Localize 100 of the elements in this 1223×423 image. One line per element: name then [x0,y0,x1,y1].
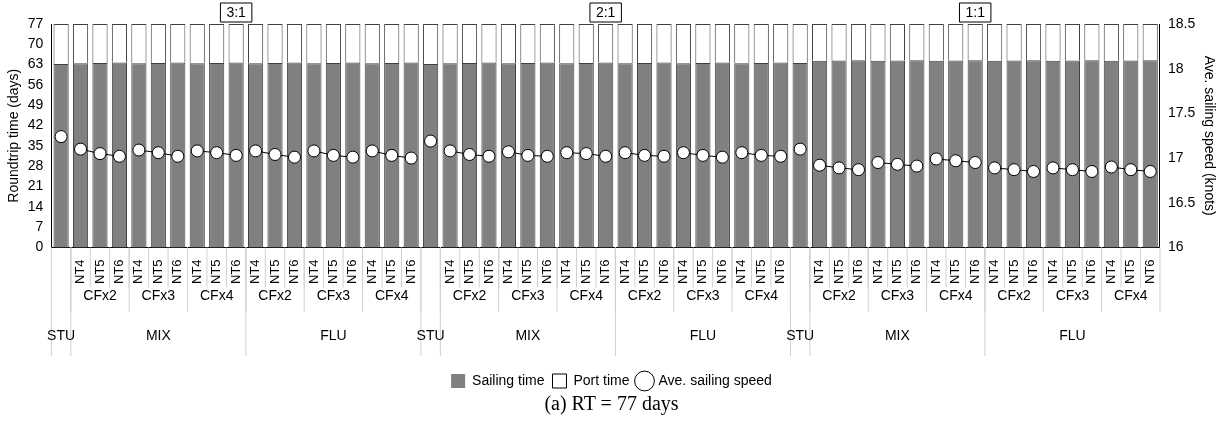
text: CFx2 [258,286,292,303]
x-tick-label: NT5 [752,259,768,284]
x-tick-label: NT6 [402,259,418,284]
legend-label: Port time [573,371,630,388]
point [774,149,788,163]
x-tick-label: NT5 [149,259,165,284]
point [54,130,68,144]
point [1104,160,1118,174]
x-tick-label: NT5 [461,259,477,284]
y2-tick-label: 16.5 [1167,193,1196,210]
text: 2:1 [595,3,616,20]
text: CFx3 [511,286,545,303]
text: CFx4 [744,286,779,303]
y-tick-label: 77 [27,14,44,31]
point [1124,163,1138,177]
point [249,144,263,158]
text: MIX [515,326,541,343]
point [910,159,924,173]
x-tick-label: NT4 [986,259,1002,284]
point [132,143,146,157]
point [501,145,515,159]
text: STU [786,326,815,343]
text: CFx3 [686,286,720,303]
x-tick-label: NT5 [266,259,282,284]
x-tick-label: NT6 [850,259,866,284]
point [813,158,827,172]
x-tick-label: NT6 [966,259,982,284]
point [229,148,243,162]
point [949,154,963,168]
x-tick-label: NT6 [1025,259,1041,284]
text: FLU [320,326,347,343]
x-tick-label: NT5 [947,259,963,284]
x-tick-label: NT6 [344,259,360,284]
text: CFx4 [939,286,973,303]
x-tick-label: NT4 [1044,259,1060,284]
point [482,149,496,163]
point [968,156,982,170]
text: (a) RT = 77 days [543,392,680,415]
point [1027,164,1041,178]
x-tick-label: NT4 [616,259,632,284]
x-tick-label: NT6 [538,259,554,284]
y-tick-label: 7 [35,217,44,234]
x-tick-label: NT5 [519,259,535,284]
x-tick-label: NT5 [577,259,593,284]
point [988,161,1002,175]
point [929,152,943,166]
point [560,146,574,160]
point [852,163,865,177]
x-tick-label: NT6 [655,259,671,284]
y2-tick-label: 18 [1167,59,1184,76]
point [1065,163,1079,177]
x-tick-label: NT4 [305,259,321,284]
x-tick-label: NT4 [811,259,827,284]
y2-tick-label: 16 [1167,238,1184,255]
text: FLU [1059,326,1086,343]
text: CFx2 [822,286,856,303]
point [715,150,729,164]
legend-label: Ave. sailing speed [658,371,772,388]
x-tick-label: NT6 [480,259,496,284]
x-tick-label: NT4 [441,259,457,284]
y-tick-label: 35 [27,136,44,153]
point [657,149,671,163]
y2-tick-label: 18.5 [1167,14,1196,31]
x-tick-label: NT6 [597,259,613,284]
point [365,144,379,158]
y2-tick-label: 17.5 [1167,104,1196,121]
point [871,156,885,170]
point [618,146,632,160]
point [404,151,418,165]
x-tick-label: NT6 [772,259,788,284]
text: STU [47,326,76,343]
y-tick-label: 70 [27,35,44,52]
x-tick-label: NT5 [91,259,107,284]
point [832,161,846,175]
x-tick-label: NT6 [1083,259,1099,284]
point [696,148,710,162]
x-tick-label: NT5 [383,259,399,284]
point [93,147,107,161]
x-tick-label: NT5 [830,259,846,284]
text: CFx2 [452,286,487,303]
text: CFx3 [141,286,176,303]
point [443,144,457,158]
point [190,144,204,158]
x-tick-label: NT6 [286,259,302,284]
point [112,149,126,163]
text: MIX [145,326,172,343]
x-tick-label: NT4 [72,259,88,284]
x-tick-label: NT5 [694,259,710,284]
x-tick-label: NT5 [1005,259,1021,284]
point [463,147,477,161]
text: MIX [884,326,911,343]
point [151,146,165,160]
x-tick-label: NT5 [208,259,224,284]
x-tick-label: NT6 [713,259,729,284]
y-axis-title: Roundtrip time (days) [5,68,22,203]
x-tick-label: NT4 [733,259,749,284]
point [521,148,535,162]
y-tick-label: 56 [27,75,44,92]
x-tick-label: NT4 [130,259,146,284]
y-tick-label: 63 [27,55,44,72]
